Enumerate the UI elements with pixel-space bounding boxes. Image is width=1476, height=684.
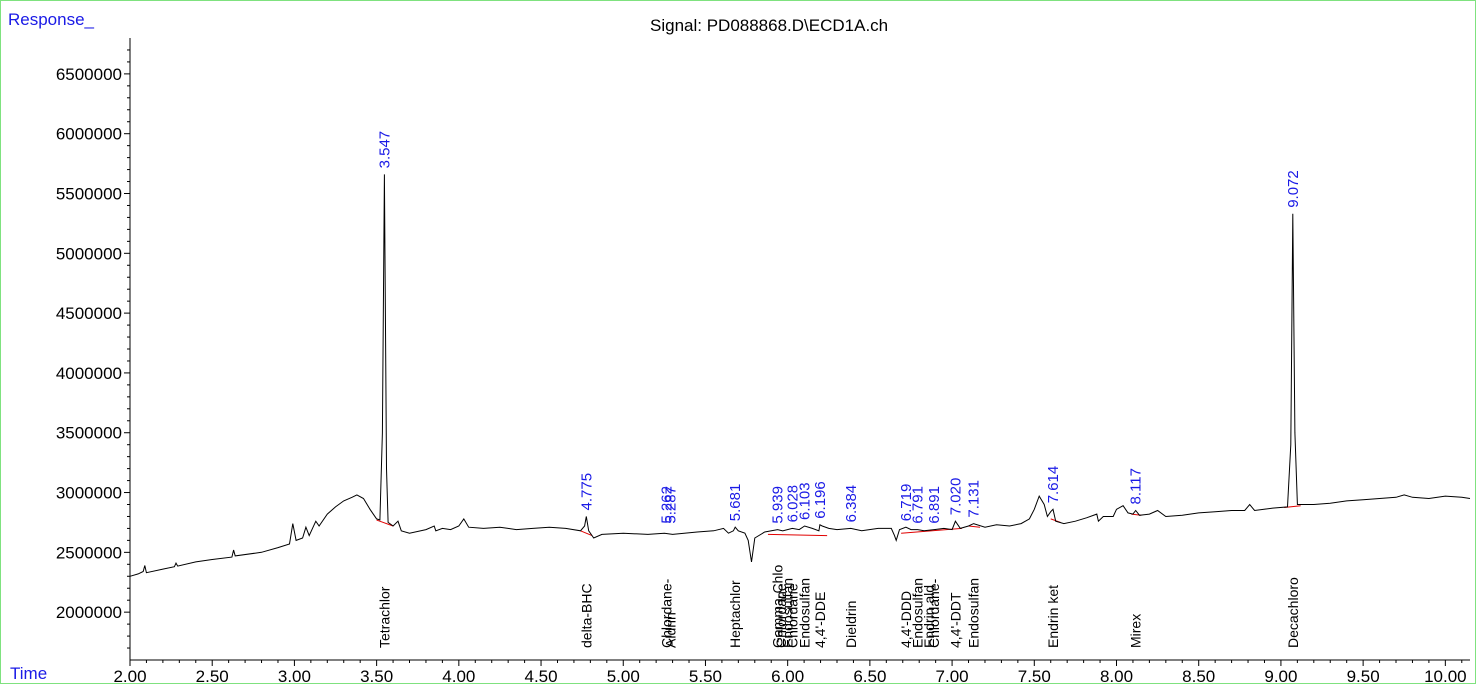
compound-label: 4,4'-DDE xyxy=(812,592,828,648)
baseline-segment xyxy=(968,525,981,528)
peak-label: 6.791 xyxy=(910,486,927,524)
x-tick-label: 4.50 xyxy=(524,667,557,684)
peak-label: 6.028 xyxy=(784,485,801,523)
compound-label: Endosulfan xyxy=(910,578,926,648)
peak-label: 6.384 xyxy=(843,485,860,523)
axes: 2000000 2500000 3000000 3500000 4000000 45000… xyxy=(56,38,1470,684)
compound-labels: Tetrachlor delta-BHC Chlordane-Aldrin Hepta… xyxy=(376,565,1300,648)
y-tick-label: 3500000 xyxy=(56,424,122,443)
peak-label: 9.072 xyxy=(1285,170,1302,208)
compound-label: Endrin ket xyxy=(1045,585,1061,648)
peak-label: 4.775 xyxy=(578,473,595,511)
peak-label: 5.681 xyxy=(727,484,744,522)
x-tick-label: 10.00 xyxy=(1424,667,1467,684)
compound-label: 4,4'-DDT xyxy=(947,592,963,648)
y-tick-label: 6500000 xyxy=(56,65,122,84)
peak-label: 3.547 xyxy=(376,131,393,169)
compound-label: Chlordane- xyxy=(926,578,942,648)
peak-label: 6.719 xyxy=(898,484,915,522)
x-tick-label: 8.50 xyxy=(1182,667,1215,684)
x-tick-label: 4.00 xyxy=(442,667,475,684)
y-tick-label: 6000000 xyxy=(56,125,122,144)
y-tick-label: 2000000 xyxy=(56,603,122,622)
x-tick-label: 6.00 xyxy=(771,667,804,684)
signal-trace xyxy=(129,174,1471,577)
x-tick-label: 2.00 xyxy=(113,667,146,684)
y-tick-label: 2500000 xyxy=(56,543,122,562)
compound-label: Endosulfan xyxy=(797,578,813,648)
compound-label: Aldrin xyxy=(662,612,678,648)
peak-label: 5.262 xyxy=(658,486,675,524)
compound-label: Tetrachlor xyxy=(376,586,392,648)
x-tick-label: 7.50 xyxy=(1018,667,1051,684)
compound-label: Chlordane xyxy=(773,583,789,648)
chart-title: Signal: PD088868.D\ECD1A.ch xyxy=(650,16,889,35)
baseline-segment xyxy=(580,530,593,537)
y-axis-label: Response_ xyxy=(8,10,95,29)
peak-label: 5.287 xyxy=(662,486,679,524)
y-tick-label: 4000000 xyxy=(56,364,122,383)
x-tick-label: 3.50 xyxy=(360,667,393,684)
compound-label: 4,4'-DDD xyxy=(898,591,914,648)
compound-label: Chlordane- xyxy=(658,578,674,648)
compound-label: Chlordane xyxy=(784,583,800,648)
compound-label: Heptachlor xyxy=(727,580,743,648)
x-tick-label: 3.00 xyxy=(278,667,311,684)
baseline-segment xyxy=(767,533,828,537)
compound-label: Gamma-Chlo xyxy=(770,565,786,648)
peak-label: 6.103 xyxy=(797,482,814,520)
peak-label: 6.196 xyxy=(812,481,829,519)
signal-line xyxy=(129,174,1471,577)
y-tick-label: 4500000 xyxy=(56,304,122,323)
x-tick-label: 6.50 xyxy=(853,667,886,684)
peak-label: 5.939 xyxy=(770,486,787,524)
peak-label: 7.131 xyxy=(966,480,983,518)
peak-label: 8.117 xyxy=(1128,468,1145,504)
x-tick-label: 9.00 xyxy=(1264,667,1297,684)
y-tick-label: 5000000 xyxy=(56,244,122,263)
y-tick-label: 3000000 xyxy=(56,484,122,503)
compound-label: Dieldrin xyxy=(843,601,859,648)
compound-label: Mirex xyxy=(1128,614,1144,648)
baseline-segment xyxy=(376,519,394,527)
integration-baselines xyxy=(376,505,1301,537)
peak-label: 6.891 xyxy=(926,486,943,524)
x-tick-label: 2.50 xyxy=(196,667,229,684)
x-tick-label: 5.00 xyxy=(607,667,640,684)
x-tick-label: 8.00 xyxy=(1100,667,1133,684)
peak-label: 7.614 xyxy=(1045,466,1062,504)
x-tick-label: 5.50 xyxy=(689,667,722,684)
compound-label: delta-BHC xyxy=(578,583,594,648)
compound-label: Endrin ald xyxy=(921,585,937,648)
x-tick-label: 7.00 xyxy=(936,667,969,684)
compound-label: Decachloro xyxy=(1285,577,1301,648)
y-tick-label: 5500000 xyxy=(56,185,122,204)
x-axis-label: Time xyxy=(10,664,48,683)
x-tick-label: 9.50 xyxy=(1347,667,1380,684)
compound-label: Endosulfan xyxy=(780,578,796,648)
peak-label: 7.020 xyxy=(947,478,964,516)
compound-label: Endosulfan xyxy=(966,578,982,648)
